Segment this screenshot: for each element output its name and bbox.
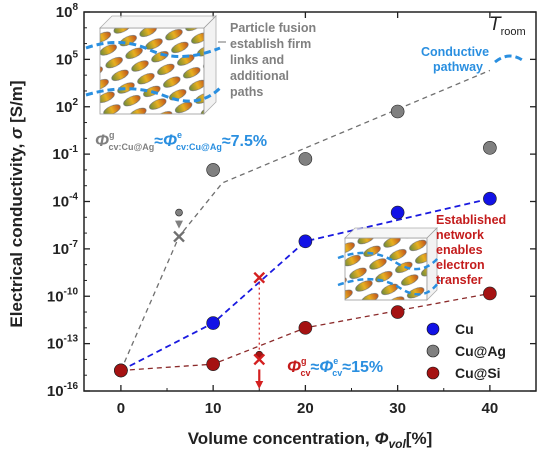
- svg-text:additional: additional: [230, 69, 289, 83]
- point-cu-si: [206, 357, 220, 371]
- y-tick-label: 10-16: [47, 381, 79, 400]
- svg-text:transfer: transfer: [436, 273, 483, 287]
- svg-text:Conductive: Conductive: [421, 45, 489, 59]
- y-axis-title: Electrical conductivity, σ [S/m]: [7, 80, 26, 327]
- svg-text:Particle fusion: Particle fusion: [230, 21, 316, 35]
- y-tick-label: 10-13: [47, 334, 79, 353]
- point-cu-ag: [175, 208, 183, 217]
- network-illustration: [337, 227, 442, 301]
- threshold-guides: [175, 220, 264, 389]
- svg-text:paths: paths: [230, 85, 263, 99]
- svg-text:pathway: pathway: [433, 60, 483, 74]
- point-cu: [390, 205, 405, 220]
- threshold-x-cu-si: [253, 353, 266, 366]
- svg-text:Established: Established: [436, 213, 506, 227]
- point-cu-si: [483, 286, 497, 301]
- fit-line-cu-ag: [120, 69, 491, 371]
- point-cu: [483, 191, 497, 206]
- x-axis-title: Volume concentration, Φvol[%]: [188, 429, 433, 451]
- x-tick-label: 10: [205, 400, 222, 417]
- conductive-pathway-note: Conductive pathway: [421, 45, 489, 74]
- fit-lines: [120, 69, 491, 372]
- x-axis: 0 10 20 30 40: [117, 12, 498, 417]
- legend-marker-cu: [426, 322, 440, 336]
- established-network-note: Established network enables electron tra…: [436, 213, 506, 287]
- fit-line-cu: [120, 197, 491, 372]
- point-cu-ag: [483, 141, 497, 155]
- legend-label-cu-si: Cu@Si: [455, 365, 501, 381]
- fit-line-cu-si: [120, 292, 490, 372]
- x-tick-label: 40: [482, 400, 499, 417]
- svg-text:links and: links and: [230, 53, 284, 67]
- svg-text:electron: electron: [436, 258, 485, 272]
- svg-text:establish firm: establish firm: [230, 37, 311, 51]
- particle-fusion-note: Particle fusion establish firm links and…: [230, 21, 316, 99]
- y-tick-label: 105: [56, 49, 79, 68]
- svg-text:network: network: [436, 228, 484, 242]
- legend-label-cu-ag: Cu@Ag: [455, 343, 506, 359]
- x-tick-label: 30: [389, 400, 406, 417]
- point-cu: [298, 234, 313, 249]
- y-tick-label: 10-4: [52, 192, 78, 211]
- legend-marker-cu-si: [426, 366, 440, 380]
- temperature-label: Troom: [489, 14, 526, 38]
- threshold-cu-label: Φg cv≈Φe cv≈15%: [287, 356, 383, 378]
- threshold-arrowhead-cu-ag: [175, 220, 184, 229]
- y-axis: 108 105 102 10-1 10-4 10-7 10-10 10-13 10-16: [47, 2, 536, 400]
- point-cu-ag: [298, 152, 313, 166]
- y-tick-label: 102: [56, 97, 79, 116]
- point-cu-ag: [206, 163, 220, 177]
- threshold-cu-ag-label: Φg cv:Cu@Ag≈Φe cv:Cu@Ag≈7.5%: [95, 130, 267, 152]
- particle-fusion-illustration: [85, 15, 224, 115]
- threshold-markers: [173, 230, 266, 366]
- data-points: [114, 104, 497, 378]
- x-tick-label: 20: [297, 400, 314, 417]
- threshold-x-cu: [253, 271, 266, 284]
- legend-label-cu: Cu: [455, 321, 474, 337]
- point-cu-si: [298, 321, 313, 335]
- threshold-arrowhead-cu-si: [255, 381, 264, 389]
- svg-text:enables: enables: [436, 243, 483, 257]
- y-tick-label: 10-1: [52, 144, 78, 163]
- threshold-x-cu-ag: [173, 230, 185, 243]
- point-cu-si: [390, 305, 405, 319]
- y-tick-label: 108: [56, 2, 79, 21]
- y-tick-label: 10-10: [47, 286, 79, 305]
- point-cu-ag: [390, 104, 405, 119]
- y-tick-label: 10-7: [52, 239, 78, 258]
- conductive-pathway-arrow: [494, 54, 526, 64]
- x-tick-label: 0: [117, 400, 125, 417]
- point-cu: [206, 316, 220, 330]
- point-cu-si: [114, 363, 128, 378]
- legend: Cu Cu@Ag Cu@Si: [426, 321, 506, 381]
- legend-marker-cu-ag: [426, 344, 440, 358]
